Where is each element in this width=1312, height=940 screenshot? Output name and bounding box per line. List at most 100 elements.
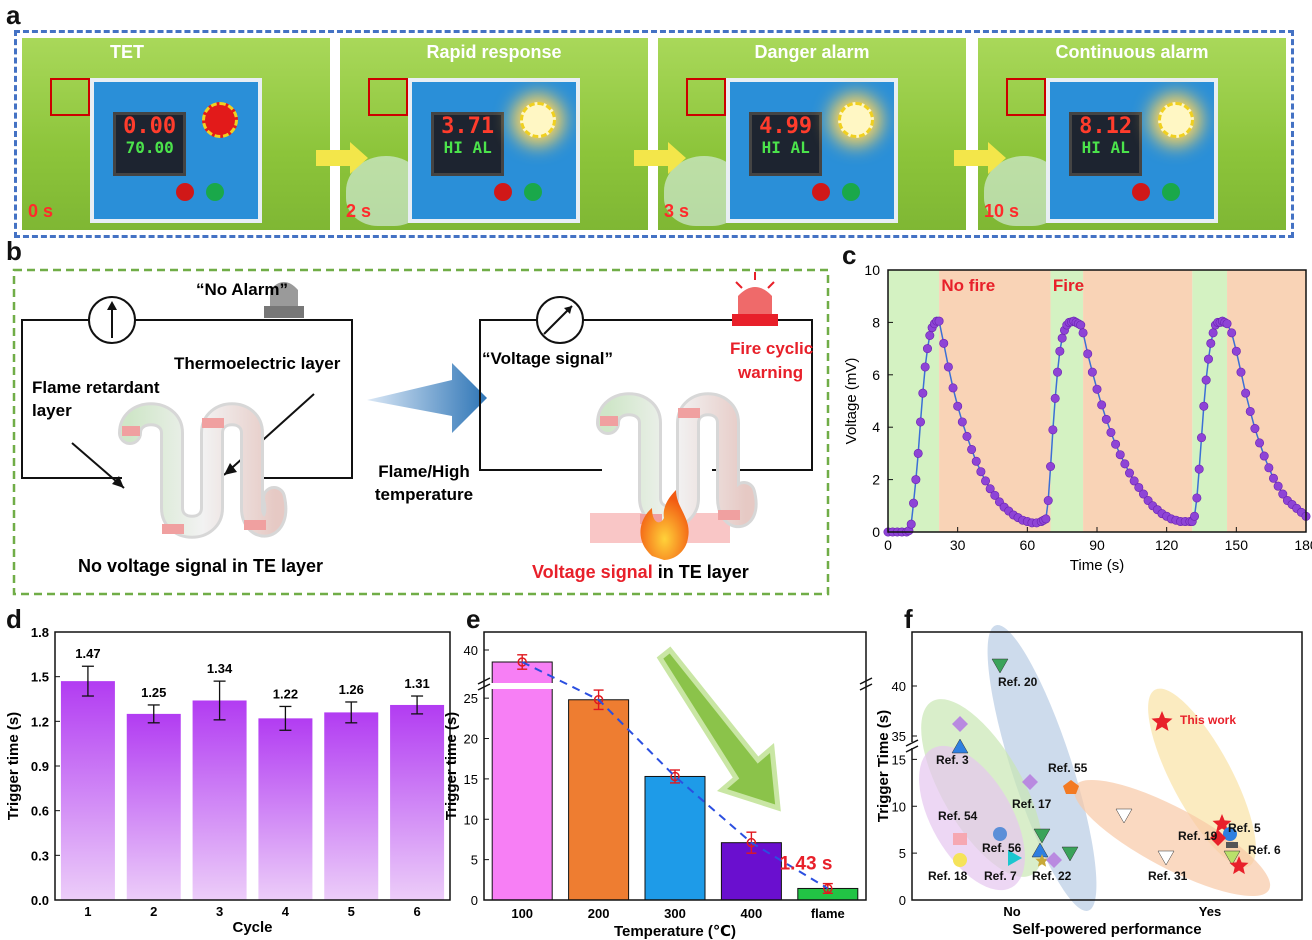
y-tick-label: 15 [464, 772, 478, 787]
axis-break-band [906, 742, 918, 748]
x-tick-label: 60 [1020, 537, 1036, 553]
chart-f: 0 5 10 15 35 40 No Yes Self-powered performance T… [875, 625, 1303, 938]
fire-icon [640, 490, 689, 560]
data-point [1194, 464, 1204, 474]
bar [258, 718, 313, 900]
alarm-lamp [1158, 102, 1195, 138]
data-point [1245, 406, 1255, 416]
data-point [1048, 425, 1058, 435]
transition-arrow [367, 363, 487, 433]
bar [568, 699, 630, 901]
y-tick-label: 1.8 [31, 625, 49, 640]
data-point [1250, 424, 1260, 434]
ref-label: Ref. 6 [1248, 843, 1281, 857]
millivoltmeter: 3.71 HI AL [431, 112, 504, 176]
data-point [1041, 514, 1051, 524]
ref-label: Ref. 22 [1032, 869, 1072, 883]
data-point [1138, 489, 1148, 499]
y-tick-label: 25 [464, 691, 478, 706]
data-point [916, 417, 926, 427]
mean-marker [593, 695, 604, 705]
data-point [913, 448, 923, 458]
break-mark [905, 739, 919, 747]
value-label: 1.31 [404, 676, 429, 691]
data-point [1057, 333, 1067, 343]
mean-marker [670, 771, 680, 782]
data-point [985, 484, 995, 494]
data-point [1268, 473, 1278, 483]
break-mark [477, 677, 491, 685]
x-tick-label: 400 [741, 906, 763, 921]
x-axis-label: Self-powered performance [1012, 921, 1201, 938]
x-tick-label: 1 [84, 904, 91, 919]
panel-label-b: b [6, 236, 22, 266]
flame-time-annotation: 1.43 s [780, 853, 833, 874]
data-point [1055, 346, 1065, 356]
data-point [971, 456, 981, 466]
voltage-signal-te: Voltage signal in TE layer [532, 562, 749, 582]
mean-marker [823, 883, 833, 894]
flame-high-label-2: temperature [375, 485, 473, 504]
photo-time: 3 s [664, 201, 690, 221]
y-tick-label: 10 [892, 799, 906, 814]
x-tick-label: No [1003, 904, 1020, 919]
photo-title: Rapid response [426, 42, 562, 62]
group-ellipse [919, 745, 1025, 891]
data-point [1097, 400, 1107, 410]
no-voltage-label: No voltage signal in TE layer [78, 556, 323, 576]
data-point [1076, 320, 1086, 330]
x-tick-label: 2 [150, 904, 157, 919]
bar [60, 681, 115, 900]
data-point [962, 431, 972, 441]
marker [1063, 780, 1079, 794]
panel-label-e: e [466, 604, 481, 634]
y-tick-label: 35 [892, 729, 906, 744]
y-tick-label: 0 [471, 893, 478, 908]
no-fire-band [939, 270, 1051, 532]
x-axis-label: Temperature (℃) [614, 923, 736, 940]
right-meter-icon [536, 296, 584, 344]
group-ellipse [987, 625, 1097, 911]
data-point [1078, 328, 1088, 338]
data-point [990, 490, 1000, 500]
y-tick-label: 0.3 [31, 848, 49, 863]
panel-label-c: c [842, 240, 857, 270]
no-fire-annotation: No fire [941, 276, 995, 295]
data-point [1101, 414, 1111, 424]
chart-c: 0 30 60 90 120 150 180 0 2 4 6 8 10 Time (s) Voltage (… [843, 262, 1312, 574]
alarm-box: 4.99 HI AL [725, 78, 899, 223]
fire-cyclic-label-1: Fire cyclic [730, 339, 813, 358]
fire-annotation: Fire [1053, 276, 1084, 295]
marker [1229, 856, 1249, 875]
x-tick-label: 300 [664, 906, 686, 921]
marker [1223, 827, 1237, 841]
marker [1031, 842, 1049, 858]
marker [953, 853, 967, 867]
right-circuit [479, 319, 813, 471]
reset-button [1131, 183, 1150, 201]
data-point [1264, 463, 1274, 473]
meter-status: HI AL [761, 138, 810, 157]
fire-band [888, 270, 940, 532]
sequence-arrow-3 [954, 142, 1006, 174]
data-point [1206, 338, 1216, 348]
ref-label: Ref. 5 [1228, 821, 1261, 835]
data-point [1046, 462, 1056, 472]
data-point [1273, 481, 1283, 491]
bar [644, 775, 706, 901]
marker [1035, 854, 1049, 867]
y-tick-label: 2 [872, 472, 880, 488]
data-point [1203, 354, 1213, 364]
photo-title: TET [110, 42, 144, 62]
y-tick-label: 0.6 [31, 804, 49, 819]
x-tick-label: 6 [413, 904, 420, 919]
data-point [1196, 433, 1206, 443]
chart-d: 1.47 1 1.25 2 1.34 3 1.22 4 1.26 5 1.31 6 0.0 0.3 0.6 0… [5, 625, 451, 936]
bar [390, 704, 445, 900]
x-tick-label: 5 [348, 904, 355, 919]
photo-time: 10 s [984, 201, 1020, 221]
alarm-box: 0.00 70.00 [89, 78, 263, 223]
data-point [1227, 328, 1237, 338]
reset-button [811, 183, 830, 201]
y-tick-label: 5 [471, 853, 478, 868]
